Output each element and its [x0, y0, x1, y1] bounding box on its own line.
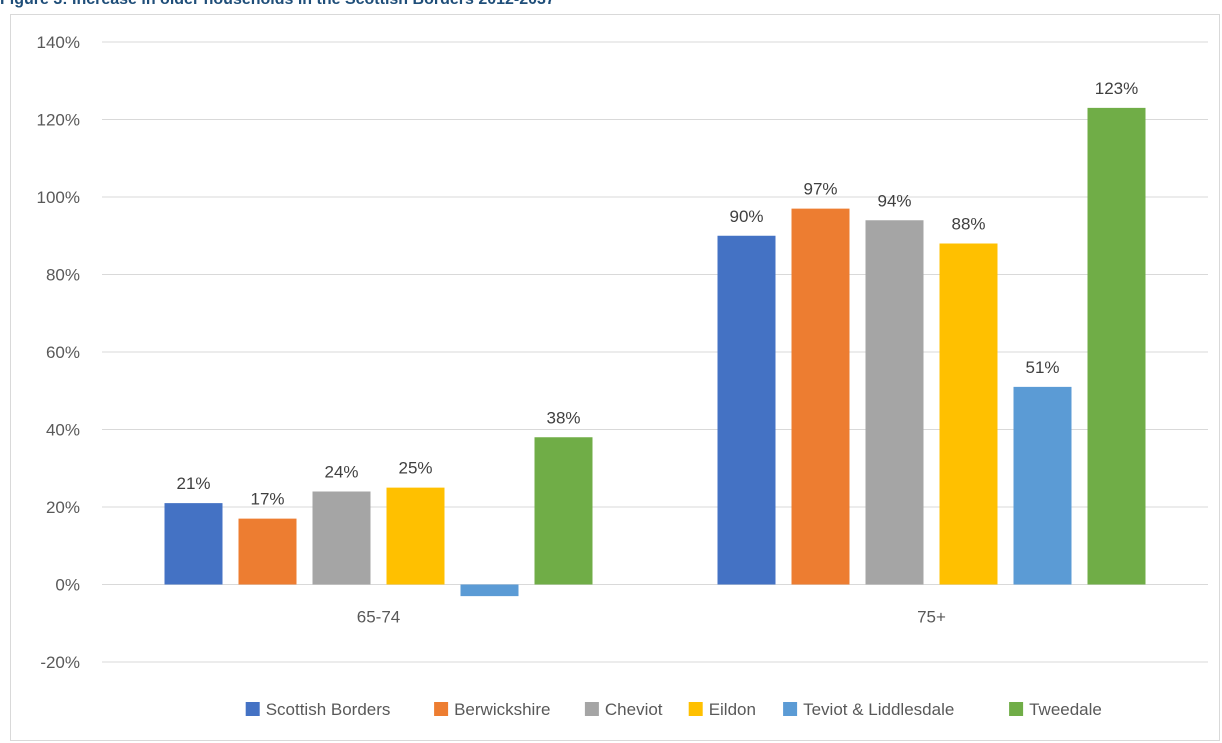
- bar: [460, 584, 519, 597]
- bar: [534, 437, 593, 585]
- legend-label: Eildon: [709, 700, 756, 719]
- data-label: 94%: [877, 191, 911, 210]
- legend-label: Tweedale: [1029, 700, 1102, 719]
- data-label: 24%: [324, 463, 358, 482]
- y-tick-label: 100%: [37, 188, 80, 207]
- bar: [939, 243, 998, 585]
- y-tick-label: 20%: [46, 498, 80, 517]
- legend-swatch: [688, 702, 703, 716]
- bar: [1013, 386, 1072, 585]
- data-label: 25%: [398, 459, 432, 478]
- legend-label: Teviot & Liddlesdale: [803, 700, 954, 719]
- legend-swatch: [1009, 702, 1024, 716]
- bar: [1087, 107, 1146, 585]
- legend-swatch: [434, 702, 449, 716]
- data-label: 97%: [803, 180, 837, 199]
- legend-swatch: [584, 702, 599, 716]
- x-tick-label: 75+: [917, 608, 946, 627]
- data-label: 51%: [1025, 358, 1059, 377]
- y-tick-label: 0%: [55, 576, 80, 595]
- data-label: 21%: [176, 474, 210, 493]
- y-tick-label: -20%: [40, 653, 80, 672]
- bar: [717, 235, 776, 585]
- legend-label: Berwickshire: [454, 700, 550, 719]
- legend-label: Cheviot: [605, 700, 663, 719]
- chart-area: [10, 14, 1220, 741]
- y-tick-label: 40%: [46, 421, 80, 440]
- y-tick-label: 80%: [46, 266, 80, 285]
- bar: [238, 518, 297, 585]
- y-tick-label: 140%: [37, 33, 80, 52]
- y-tick-label: 60%: [46, 343, 80, 362]
- bar: [312, 491, 371, 585]
- legend-swatch: [245, 702, 260, 716]
- data-label: 123%: [1095, 79, 1138, 98]
- bar: [865, 220, 924, 585]
- data-label: 17%: [250, 490, 284, 509]
- data-label: 88%: [951, 215, 985, 234]
- legend-swatch: [783, 702, 798, 716]
- figure-title: Figure 3: Increase in older households i…: [0, 0, 555, 9]
- bar: [386, 487, 445, 585]
- data-label: 38%: [546, 408, 580, 427]
- data-label: 90%: [729, 207, 763, 226]
- bar: [791, 208, 850, 585]
- y-tick-label: 120%: [37, 111, 80, 130]
- x-tick-label: 65-74: [357, 608, 400, 627]
- legend-label: Scottish Borders: [266, 700, 391, 719]
- bar: [164, 503, 223, 585]
